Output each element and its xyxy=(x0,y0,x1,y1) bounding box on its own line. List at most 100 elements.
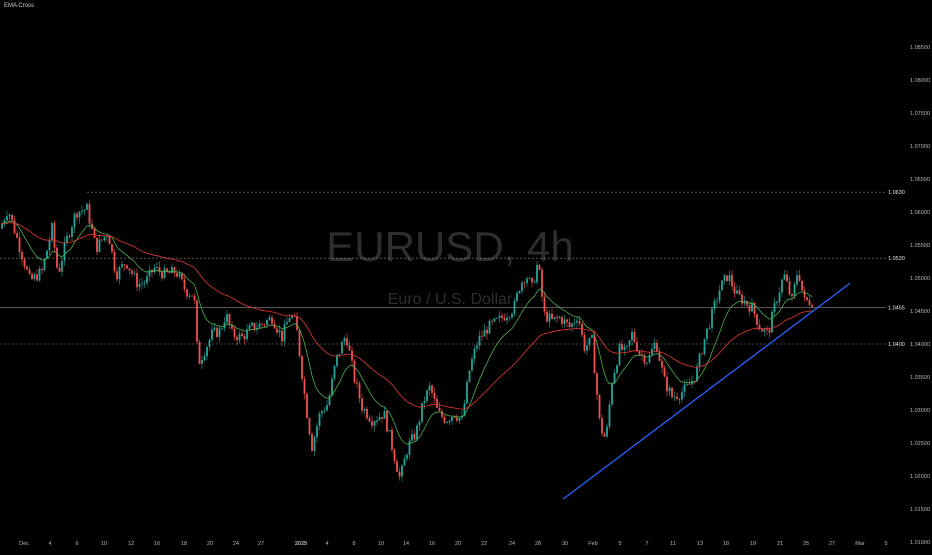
candle-body xyxy=(606,426,608,437)
candle-body xyxy=(761,329,763,332)
candle-body xyxy=(93,228,96,238)
x-tick-label: 24 xyxy=(233,541,239,547)
candle-body xyxy=(193,295,196,301)
price-axis[interactable]: 1.08500 1.08000 1.07500 1.07000 1.06500 1.060… xyxy=(910,45,930,546)
candle-body xyxy=(778,292,781,303)
x-tick-label: 2025 xyxy=(295,541,307,547)
x-tick-label: 24 xyxy=(509,541,515,547)
x-tick-label: 18 xyxy=(723,541,729,547)
candle-body xyxy=(686,384,688,385)
candle-body xyxy=(428,385,431,391)
candle-body xyxy=(743,300,746,304)
candle-body xyxy=(186,289,188,297)
candle-body xyxy=(658,351,661,361)
candle-body xyxy=(661,360,663,368)
x-tick-label: 28 xyxy=(535,541,541,547)
candle-body xyxy=(108,236,111,245)
candle-body xyxy=(493,318,496,322)
candle-body xyxy=(271,317,273,324)
candle-body xyxy=(673,396,676,398)
price-label-bg xyxy=(886,188,906,197)
candle-body xyxy=(731,275,733,287)
candle-body xyxy=(578,320,581,324)
candle-body xyxy=(486,329,488,334)
candle-body xyxy=(346,338,348,346)
candle-body xyxy=(456,417,458,421)
candle-body xyxy=(396,461,398,472)
candle-body xyxy=(581,323,583,335)
candle-body xyxy=(478,335,481,346)
ema-lines xyxy=(1,220,813,445)
candle-body xyxy=(771,311,773,333)
candle-body xyxy=(671,387,673,398)
candle-body xyxy=(681,392,683,400)
candle-body xyxy=(646,362,648,364)
candle-body xyxy=(33,274,36,280)
candle-body xyxy=(116,271,118,280)
candle-body xyxy=(516,293,518,302)
candle-body xyxy=(258,323,261,328)
candle-body xyxy=(16,233,18,238)
candle-body xyxy=(608,404,611,427)
candle-body xyxy=(696,366,698,382)
candle-body xyxy=(388,430,391,432)
candle-body xyxy=(513,301,516,314)
x-tick-label: Mar xyxy=(855,541,865,547)
indicator-label[interactable]: EMA Cross xyxy=(4,3,35,9)
candle-body xyxy=(748,305,751,312)
candle-body xyxy=(356,382,358,384)
candle-body xyxy=(751,302,753,312)
candle-body xyxy=(281,330,283,342)
candle-body xyxy=(296,316,298,331)
candle-body xyxy=(648,354,651,363)
candle-body xyxy=(278,330,281,333)
candle-body xyxy=(471,358,473,371)
candle-body xyxy=(533,282,536,283)
candle-body xyxy=(588,337,591,346)
candle-body xyxy=(538,264,541,270)
candle-body xyxy=(366,408,368,419)
x-tick-label: 20 xyxy=(455,541,461,547)
candle-body xyxy=(136,273,138,288)
watermark-symbol: EURUSD, 4h xyxy=(326,223,573,270)
candle-body xyxy=(301,356,303,379)
candle-body xyxy=(66,235,68,243)
candle-body xyxy=(236,336,238,341)
x-tick-label: 4 xyxy=(48,541,51,547)
candle-body xyxy=(623,346,626,350)
candle-body xyxy=(221,327,223,329)
y-tick-label: 1.07000 xyxy=(910,144,930,150)
candle-body xyxy=(398,471,401,477)
candle-body xyxy=(638,351,641,355)
price-label: 1.0530 xyxy=(888,256,905,262)
trendline-layer[interactable] xyxy=(562,282,851,500)
candle-body xyxy=(711,308,713,328)
x-tick-label: 8 xyxy=(352,541,355,547)
horizontal-levels[interactable] xyxy=(0,191,886,345)
candle-body xyxy=(786,274,788,282)
candle-body xyxy=(746,300,748,306)
candle-body xyxy=(643,355,646,364)
candle-body xyxy=(53,223,56,248)
x-tick-label: 10 xyxy=(378,541,384,547)
candle-body xyxy=(216,327,218,337)
candle-body xyxy=(806,297,808,301)
candle-body xyxy=(488,320,491,334)
candle-body xyxy=(26,266,28,270)
x-tick-label: 27 xyxy=(829,541,835,547)
candle-body xyxy=(666,376,668,392)
candle-body xyxy=(273,323,276,329)
candle-body xyxy=(448,420,451,423)
y-tick-label: 1.02500 xyxy=(910,441,930,447)
candle-body xyxy=(508,317,511,319)
candle-body xyxy=(118,267,121,280)
price-label: 1.0455 xyxy=(888,306,905,312)
candle-body xyxy=(323,410,326,412)
time-axis[interactable]: Dec 4 6 10 12 16 18 20 24 27 2025 4 8 10 14 16 20 22 24 28 3… xyxy=(19,541,887,547)
y-tick-label: 1.03500 xyxy=(910,375,930,381)
x-tick-label: Feb xyxy=(588,541,597,547)
candle-body xyxy=(616,365,618,373)
candle-body xyxy=(536,264,538,283)
